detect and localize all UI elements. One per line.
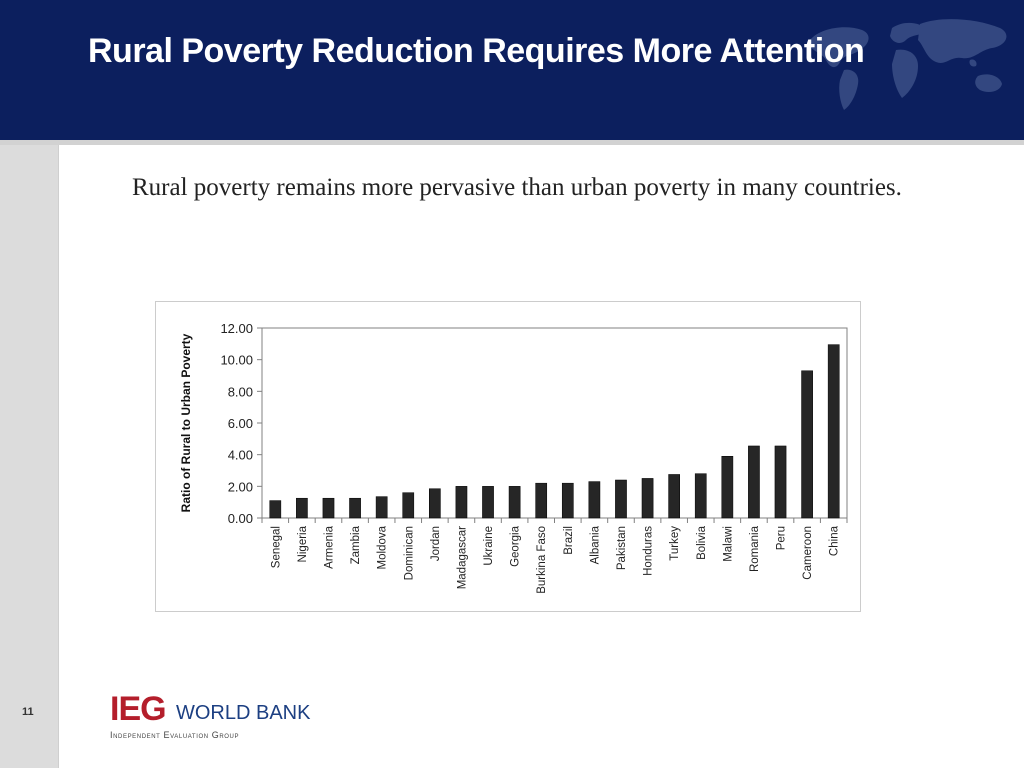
bar-bolivia: [694, 473, 707, 519]
x-tick-label: Madagascar: [456, 526, 468, 589]
world-map-icon: [809, 19, 1007, 110]
ieg-world-bank-logo: IEG WORLD BANK Independent Evaluation Gr…: [110, 690, 430, 750]
x-tick-label: Peru: [776, 526, 788, 550]
slide-title: Rural Poverty Reduction Requires More At…: [88, 32, 865, 70]
x-tick-label: Turkey: [669, 526, 681, 561]
bar-chart: 0.00 2.00 4.00 6.00 8.00 10.00 12.00 Ratio of R…: [155, 301, 861, 612]
y-tick-label: 8.00: [228, 384, 253, 399]
bar-jordan: [429, 488, 441, 519]
bar-madagascar: [455, 486, 468, 519]
x-tick-label: Bolivia: [696, 525, 708, 559]
x-tick-label: Senegal: [270, 526, 282, 568]
header-divider: [0, 140, 1024, 145]
y-tick-label: 2.00: [228, 479, 253, 494]
bar-burkina-faso: [535, 482, 548, 519]
x-tick-label: Armenia: [323, 525, 335, 568]
x-tick-label: Moldova: [377, 525, 389, 569]
bar-armenia: [322, 497, 335, 519]
x-tick-label: Honduras: [643, 526, 655, 576]
y-tick-label: 4.00: [228, 448, 253, 463]
bar-china: [827, 344, 840, 519]
x-tick-label: Dominican: [403, 526, 415, 580]
x-tick-label: China: [829, 525, 841, 556]
x-tick-label: Burkina Faso: [536, 526, 548, 594]
x-tick-label: Brazil: [563, 526, 575, 555]
bar-pakistan: [615, 479, 627, 519]
logo-subtitle: Independent Evaluation Group: [110, 730, 240, 740]
y-axis-label: Ratio of Rural to Urban Poverty: [179, 333, 193, 512]
bar-senegal: [269, 500, 282, 519]
left-margin-band: [0, 145, 58, 768]
x-tick-label: Malawi: [722, 526, 734, 562]
bar-romania: [748, 445, 760, 519]
x-tick-label: Nigeria: [297, 525, 309, 562]
x-tick-label: Jordan: [430, 526, 442, 561]
bar-turkey: [668, 474, 680, 519]
y-tick-label: 12.00: [220, 321, 253, 336]
x-tick-label: Cameroon: [802, 526, 814, 580]
x-tick-label: Pakistan: [616, 526, 628, 570]
y-tick-label: 0.00: [228, 511, 253, 526]
y-tick-label: 6.00: [228, 416, 253, 431]
x-tick-label: Ukraine: [483, 526, 495, 566]
bullet-text: Rural poverty remains more pervasive tha…: [132, 174, 902, 201]
logo-world-bank: WORLD BANK: [176, 702, 311, 724]
y-tick-label: 10.00: [220, 353, 253, 368]
x-tick-label: Georgia: [510, 525, 522, 567]
bar-albania: [588, 481, 601, 519]
bar-peru: [774, 445, 787, 519]
bar-nigeria: [296, 497, 308, 519]
logo-ieg-mark: IEG: [110, 690, 167, 728]
slide-header: Rural Poverty Reduction Requires More At…: [0, 0, 1024, 140]
bar-georgia: [508, 486, 521, 519]
bar-cameroon: [801, 370, 813, 519]
bar-malawi: [721, 456, 734, 519]
bar-moldova: [375, 496, 388, 519]
bar-zambia: [349, 497, 361, 519]
bar-ukraine: [482, 486, 494, 519]
chart-canvas: 0.00 2.00 4.00 6.00 8.00 10.00 12.00 Ratio of R…: [179, 321, 848, 594]
x-tick-label: Zambia: [350, 525, 362, 564]
bar-honduras: [641, 478, 654, 519]
x-tick-label: Albania: [589, 525, 601, 564]
page-number: 11: [22, 706, 34, 718]
bar-brazil: [561, 482, 574, 519]
x-tick-label: Romania: [749, 525, 761, 572]
bar-dominican: [402, 492, 415, 519]
